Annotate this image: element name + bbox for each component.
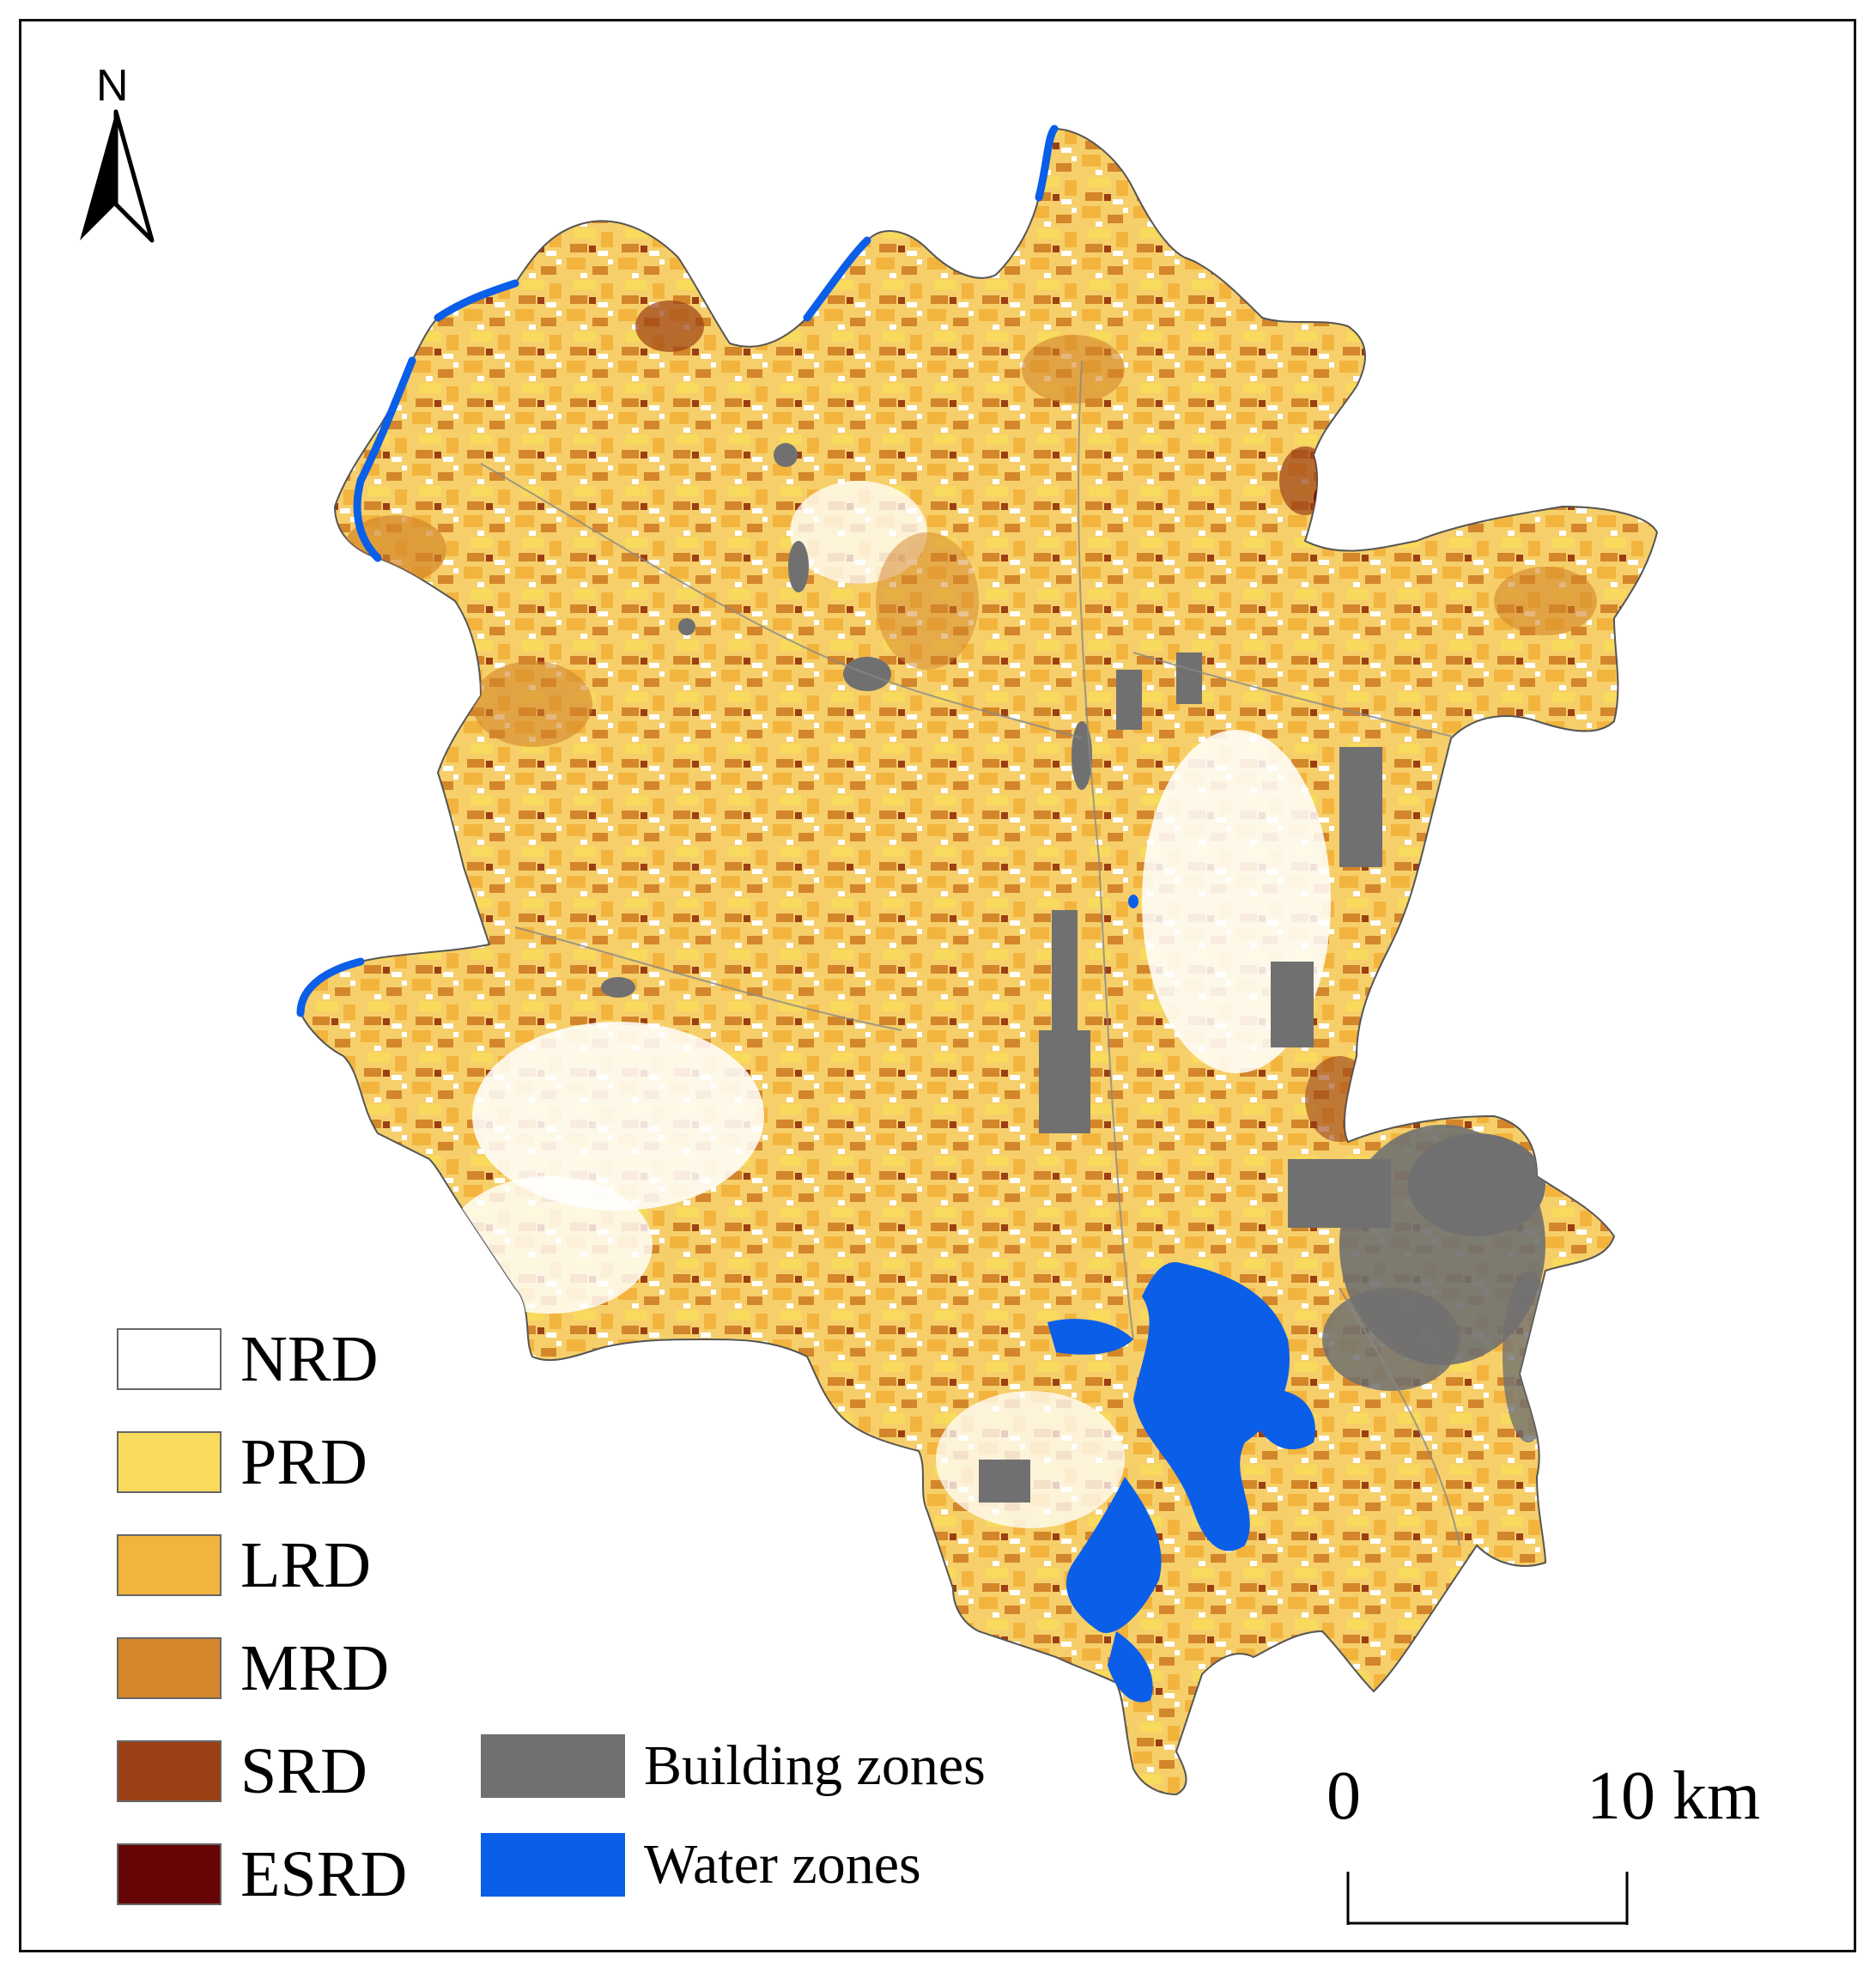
legend-label-lrd: LRD: [240, 1529, 371, 1601]
legend-item-water-zones: Water zones: [481, 1833, 921, 1897]
boundary-rivers: [296, 124, 1059, 1017]
north-arrow-icon: [80, 109, 155, 243]
mrd-patch: [876, 532, 979, 670]
building-zone: [1116, 670, 1142, 730]
river-edge: [296, 957, 365, 1017]
legend-swatch-prd: [117, 1431, 222, 1493]
legend-swatch-water-zones: [481, 1833, 625, 1897]
river-edge: [803, 236, 871, 322]
nrd-patch: [472, 1022, 764, 1211]
building-zone: [1039, 1030, 1090, 1133]
road: [514, 926, 902, 1031]
srd-patch: [1279, 446, 1331, 515]
building-zone: [1072, 721, 1092, 790]
mrd-patch: [472, 661, 592, 747]
legend-swatch-srd: [117, 1740, 222, 1802]
building-zone: [1176, 653, 1202, 704]
legend-label-water-zones: Water zones: [644, 1833, 921, 1896]
road-network: [480, 360, 1460, 1546]
legend-label-mrd: MRD: [240, 1632, 390, 1704]
legend-label-srd: SRD: [240, 1735, 367, 1807]
legend-label-nrd: NRD: [240, 1323, 379, 1395]
mrd-patch: [1494, 567, 1597, 635]
water-zone: [1047, 1319, 1133, 1355]
legend-swatch-mrd: [117, 1637, 222, 1699]
building-zone: [1052, 910, 1078, 1039]
legend-item-esrd: ESRD: [117, 1842, 407, 1907]
building-zone: [1503, 1271, 1554, 1442]
water-zone: [1108, 1631, 1153, 1703]
srd-patch: [1305, 1056, 1374, 1142]
river-edge: [1035, 124, 1059, 202]
river-edge: [434, 279, 519, 322]
water-zone: [1133, 1262, 1290, 1551]
building-zone: [774, 443, 798, 467]
building-zone: [979, 1460, 1030, 1503]
building-zone: [1322, 1288, 1460, 1391]
legend-item-building-zones: Building zones: [481, 1734, 986, 1798]
legend-swatch-building-zones: [481, 1734, 625, 1798]
river-edge: [353, 356, 416, 562]
legend-swatch-lrd: [117, 1534, 222, 1596]
road: [480, 463, 1083, 739]
scale-bar: [1346, 1872, 1629, 1925]
building-zone: [1271, 962, 1314, 1047]
road: [1078, 360, 1134, 1340]
legend-item-mrd: MRD: [117, 1636, 389, 1701]
legend-item-prd: PRD: [117, 1430, 367, 1495]
legend-item-lrd: LRD: [117, 1533, 371, 1598]
study-region: [296, 124, 1659, 1796]
water-zone: [1333, 1659, 1346, 1672]
water-zone: [1065, 1477, 1162, 1633]
scale-end-label: 10 km: [1587, 1758, 1761, 1834]
building-zone: [1408, 1133, 1545, 1236]
mrd-patch: [1022, 335, 1125, 404]
building-zone: [678, 618, 695, 635]
legend-swatch-esrd: [117, 1843, 222, 1905]
north-label: N: [96, 61, 129, 111]
water-zone: [1128, 895, 1138, 908]
legend-swatch-nrd: [117, 1328, 222, 1390]
scale-start-label: 0: [1327, 1758, 1361, 1834]
legend-label-prd: PRD: [240, 1426, 367, 1498]
legend-label-esrd: ESRD: [240, 1838, 408, 1910]
building-zone: [788, 541, 809, 592]
building-zone: [1339, 747, 1382, 867]
srd-patch: [635, 301, 704, 352]
water-zone: [1254, 1389, 1315, 1450]
nrd-patch: [446, 1176, 653, 1314]
legend-item-nrd: NRD: [117, 1326, 378, 1392]
legend-label-building-zones: Building zones: [644, 1734, 986, 1797]
water-zones-layer: [1047, 895, 1346, 1703]
building-zone: [601, 977, 635, 998]
road: [1132, 652, 1460, 739]
legend-item-srd: SRD: [117, 1739, 367, 1804]
road: [1339, 1287, 1460, 1546]
building-zones-layer: [601, 443, 1554, 1503]
